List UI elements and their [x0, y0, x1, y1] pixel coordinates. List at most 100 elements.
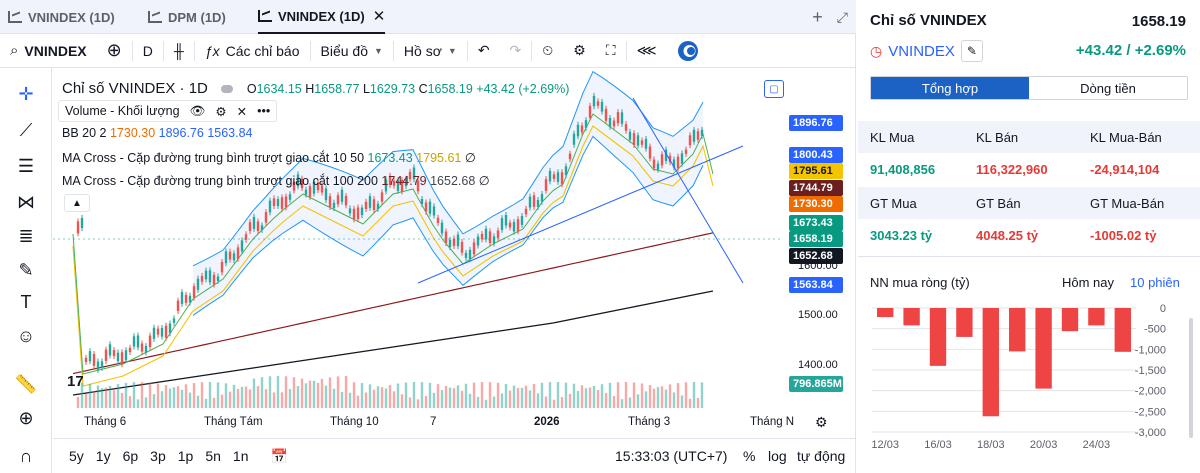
candle-body — [152, 327, 156, 339]
add-tab-icon[interactable]: + — [812, 6, 823, 27]
volume-bar — [516, 387, 520, 408]
candle-body — [528, 196, 532, 208]
legend-hide-icon[interactable] — [221, 85, 234, 93]
candle-body — [568, 153, 572, 160]
edit-icon[interactable]: ✎ — [960, 40, 983, 62]
range-5y[interactable]: 5y — [69, 448, 84, 464]
profile-dropdown[interactable]: Hồ sơ ▼ — [403, 42, 457, 59]
volume-bar — [128, 396, 132, 408]
volume-legend[interactable]: Volume - Khối lượng 👁 ⚙ ✕ ••• — [58, 100, 278, 122]
redo-button[interactable]: ↷ — [500, 34, 532, 68]
ruler-icon[interactable]: 📏 — [14, 373, 38, 394]
settings-button[interactable]: ⚙ — [563, 34, 596, 68]
panel-symbol[interactable]: ◷ VNINDEX ✎ — [870, 40, 983, 62]
fib-icon[interactable]: ≣ — [18, 225, 34, 246]
close-icon[interactable]: ✕ — [236, 104, 248, 119]
nn-y-tick: -1,500 — [1135, 365, 1166, 377]
camera-icon: ▢ — [769, 83, 779, 95]
candle-body — [288, 194, 292, 200]
volume-bar — [432, 392, 436, 408]
legend-ma1: MA Cross - Cặp đường trung bình trượt gi… — [62, 151, 476, 165]
share-button[interactable]: ⋘ — [627, 34, 667, 68]
interval-button[interactable]: D — [142, 42, 153, 59]
volume-bar — [676, 383, 680, 408]
indicators-button[interactable]: ƒx Các chỉ báo — [204, 42, 300, 59]
range-1m[interactable]: 1p — [177, 448, 194, 464]
crosshair-icon[interactable]: ✛ — [18, 83, 34, 104]
zoom-in-icon[interactable]: ⊕ — [18, 407, 34, 428]
candle-body — [252, 216, 256, 229]
range-3m[interactable]: 3p — [150, 448, 166, 464]
log-toggle[interactable]: log — [768, 448, 787, 464]
volume-bar — [220, 394, 224, 408]
volume-bar — [660, 386, 664, 408]
brush-icon[interactable]: ✎ — [18, 259, 34, 280]
symbol-search[interactable]: ⌕ VNINDEX — [10, 42, 87, 59]
auto-toggle[interactable]: tự động — [797, 448, 846, 464]
compare-button[interactable]: ⊕ — [97, 34, 132, 68]
candle-body — [452, 238, 456, 246]
eye-icon[interactable]: 👁 — [189, 103, 206, 118]
volume-bar — [228, 391, 232, 408]
range-1d[interactable]: 1n — [232, 448, 249, 464]
price-chart[interactable]: 17 — [53, 68, 856, 438]
clock-time[interactable]: 15:33:03 (UTC+7) — [615, 448, 728, 464]
candle-body — [644, 138, 648, 149]
volume-bar — [524, 385, 528, 408]
axis-settings-icon[interactable]: ⚙ — [815, 414, 828, 430]
foreign-net-title: NN mua ròng (tỷ) — [870, 275, 970, 290]
calendar-icon[interactable]: 📅 — [270, 447, 288, 464]
share-icon: ⋘ — [636, 42, 657, 58]
plus-circle-icon: ⊕ — [106, 40, 122, 60]
volume-bar — [336, 376, 340, 408]
tab-vnindex-1[interactable]: VNINDEX (1D) — [8, 0, 115, 34]
candle-body — [296, 174, 300, 187]
candle-body — [688, 135, 692, 146]
chart-type-dropdown[interactable]: Biểu đồ ▼ — [320, 42, 383, 59]
magnet-icon[interactable]: ∩ — [19, 445, 33, 466]
nn-scrollbar[interactable] — [1189, 318, 1193, 438]
tab-money-flow[interactable]: Dòng tiền — [1080, 80, 1136, 96]
expand-icon[interactable]: ⤢ — [836, 8, 848, 25]
volume-bar — [616, 382, 620, 408]
close-tab-icon[interactable]: ✕ — [372, 8, 386, 25]
candle-body — [484, 228, 488, 240]
undo-button[interactable]: ↶ — [468, 34, 500, 68]
tab-dpm[interactable]: DPM (1D) — [148, 0, 226, 34]
volume-bar — [116, 384, 120, 408]
nn-today-toggle[interactable]: Hôm nay — [1062, 275, 1115, 290]
alert-button[interactable]: ⏲ — [532, 34, 563, 68]
candle-body — [136, 335, 140, 348]
nn-10-sessions-toggle[interactable]: 10 phiên — [1130, 275, 1180, 290]
candle-body — [548, 170, 552, 182]
gear-icon[interactable]: ⚙ — [215, 104, 227, 119]
pattern-icon[interactable]: ⋈ — [17, 191, 35, 212]
more-icon[interactable]: ••• — [257, 104, 271, 118]
horizontal-lines-icon[interactable]: ☰ — [17, 155, 35, 176]
emoji-icon[interactable]: ☺ — [16, 325, 36, 346]
candle-body — [540, 194, 544, 202]
collapse-legend-button[interactable]: ▲ — [64, 194, 90, 212]
tab-vnindex-active[interactable]: VNINDEX (1D) ✕ — [258, 0, 386, 34]
volume-bar — [192, 382, 196, 408]
volume-bar — [244, 386, 248, 408]
percent-toggle[interactable]: % — [743, 448, 756, 464]
trendline-icon[interactable]: ⟋ — [19, 119, 33, 140]
range-5d[interactable]: 5n — [205, 448, 221, 464]
volume-bar — [416, 399, 420, 408]
x-tick: Tháng Tám — [204, 416, 263, 428]
snapshot-button[interactable]: ▢ — [764, 80, 784, 98]
range-6m[interactable]: 6p — [122, 448, 139, 464]
volume-header: KL Mua KL Bán KL Mua-Bán — [858, 121, 1200, 153]
candle-type-button[interactable]: ╫ — [164, 34, 194, 68]
ma50-line — [72, 125, 714, 387]
candle-body — [676, 156, 680, 169]
candle-body — [656, 163, 660, 170]
volume-bar — [248, 389, 252, 408]
nn-x-tick: 12/03 — [871, 439, 899, 451]
tab-summary[interactable]: Tổng hợp — [871, 77, 1029, 99]
range-1y[interactable]: 1y — [95, 448, 111, 464]
candle-body — [352, 208, 356, 220]
fullscreen-button[interactable]: ⛶ — [596, 34, 626, 68]
text-icon[interactable]: T — [20, 291, 32, 312]
